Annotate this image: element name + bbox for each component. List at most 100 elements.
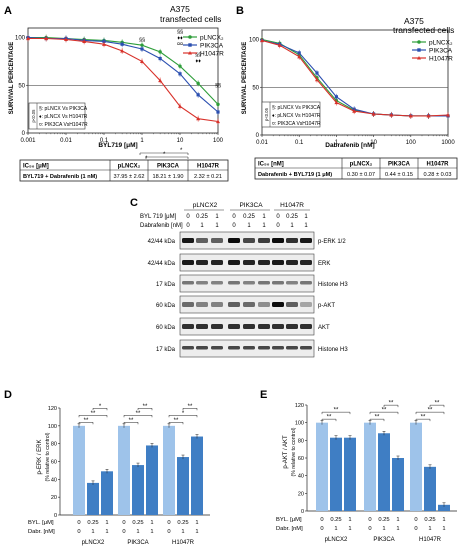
dose-value: 0 (320, 517, 323, 523)
panel-b-ic50-table: IC₅₀ [nM] pLNCX₂ PIK3CA H1047R Dabrafeni… (254, 157, 458, 180)
blot-band (228, 238, 240, 243)
blot-kda-label: 60 kDa (156, 303, 176, 309)
bar (424, 466, 436, 511)
blot-band (258, 238, 270, 243)
dose-value: 1 (442, 517, 445, 523)
dose-value: 0 (232, 223, 236, 229)
significance-stars: ** (174, 418, 179, 424)
panel-b-letter: B (236, 5, 244, 17)
panel-c-letter: C (130, 197, 138, 209)
ic50-a-header-0: IC₅₀ [μM] (23, 164, 49, 170)
blot-band (196, 238, 208, 243)
data-point (82, 39, 87, 43)
blot-band (243, 324, 255, 329)
panel-b-legend: pLNCX₂ PIK3CA H1047R (412, 40, 453, 63)
ic50-b-header-0: IC₅₀ [nM] (258, 162, 284, 168)
blot-band (228, 281, 240, 285)
blot-band (196, 260, 208, 265)
blot-band (196, 281, 208, 285)
stats-line3-a: ¤: PIK3CA VsH1047R (39, 122, 88, 128)
panel-d: D p-ERK / ERK (% relative to control) 0 2… (4, 389, 210, 546)
blot-band (196, 346, 208, 350)
significance-bracket (78, 422, 94, 425)
blot-band (272, 302, 284, 307)
data-point (334, 100, 339, 105)
significance-stars: ** (188, 404, 193, 410)
panel-a-series: §§§§♦♦¤¤§§♦♦§§ (26, 30, 221, 125)
panel-e: E p-AKT / AKT (% relative to control) 0 2… (260, 389, 457, 543)
significance-bracket (369, 418, 385, 422)
significance-bracket (123, 415, 153, 418)
data-point (196, 116, 201, 121)
dose-value: 1 (334, 526, 337, 532)
significance-stars: ** (389, 401, 394, 407)
significance-mark: §§ (195, 53, 201, 59)
blot-band (211, 281, 223, 285)
e-row1-label: BYL. [μM] (276, 517, 302, 523)
dose-value: 1 (262, 214, 266, 220)
data-point (408, 113, 413, 118)
data-point (140, 47, 144, 51)
ic50-b-val-1: 0.30 ± 0.07 (347, 172, 375, 178)
panel-a-title-line1: A375 (170, 4, 190, 14)
series-line-green (28, 36, 219, 105)
bar (118, 425, 130, 515)
dose-value: 0 (186, 223, 190, 229)
panel-b-series (260, 36, 450, 119)
panel-c-dose-values: 0 0.25 1 0 0.25 1 0 0.25 1 0 1 1 0 1 1 0 1 1 (186, 214, 308, 229)
dose-value: 0.25 (424, 517, 435, 523)
ic50-a-row-label: BYL719 + Dabrafenib (1 nM) (23, 174, 97, 180)
data-point (352, 109, 357, 113)
blot-band (272, 260, 284, 265)
significance-bracket (168, 415, 198, 418)
blot-band (228, 346, 240, 350)
blot-protein-label: AKT (318, 325, 330, 331)
x-tick-label: 0.01 (60, 138, 72, 144)
blot-band (300, 260, 312, 265)
blot-band (243, 302, 255, 307)
dose-value: 1 (215, 223, 219, 229)
data-point (178, 64, 182, 68)
blot-kda-label: 42/44 kDa (148, 261, 176, 267)
data-point (371, 112, 376, 116)
dose-value: 0 (186, 214, 190, 220)
blot-band (258, 302, 270, 307)
blot-band (258, 346, 270, 350)
blot-protein-label: Histone H3 (318, 347, 348, 353)
panel-e-letter: E (260, 389, 267, 401)
blot-protein-label: p-ERK 1/2 (318, 239, 346, 245)
ic50-a-val-2: 18.21 ± 1.90 (152, 174, 183, 180)
blot-band (286, 260, 298, 265)
dose-value: 0 (414, 526, 417, 532)
bracket-star-a2: * (163, 152, 166, 158)
panel-a-title-line2: transfected cells (160, 14, 221, 24)
dose-value: 1 (91, 529, 94, 535)
dose-value: 1 (348, 526, 351, 532)
dose-value: 1 (150, 529, 153, 535)
blot-protein-label: ERK (318, 261, 330, 267)
y-tick-label: 120 (48, 406, 57, 412)
x-tick-label: 1000 (441, 140, 455, 146)
significance-bracket (415, 418, 431, 422)
dose-value: 1 (195, 529, 198, 535)
bar (364, 422, 376, 511)
bar (73, 425, 85, 515)
ic50-b-header-1: pLNCX₂ (350, 162, 373, 168)
blot-band (211, 260, 223, 265)
data-point (314, 77, 319, 82)
ic50-a-header-2: PIK3CA (157, 164, 180, 170)
blot-band (286, 302, 298, 307)
data-point (120, 42, 124, 46)
significance-stars: ** (334, 408, 339, 414)
y-tick-label: 100 (48, 424, 57, 430)
data-point (178, 72, 182, 76)
blot-band (243, 238, 255, 243)
significance-stars: ** (375, 415, 380, 421)
ic50-b-header-3: H1047R (426, 162, 449, 168)
significance-mark: §§ (215, 83, 221, 89)
dose-value: 0 (414, 517, 417, 523)
y-tick-label: 60 (298, 456, 304, 462)
significance-stars: ** (91, 411, 96, 417)
blot-band (196, 302, 208, 307)
